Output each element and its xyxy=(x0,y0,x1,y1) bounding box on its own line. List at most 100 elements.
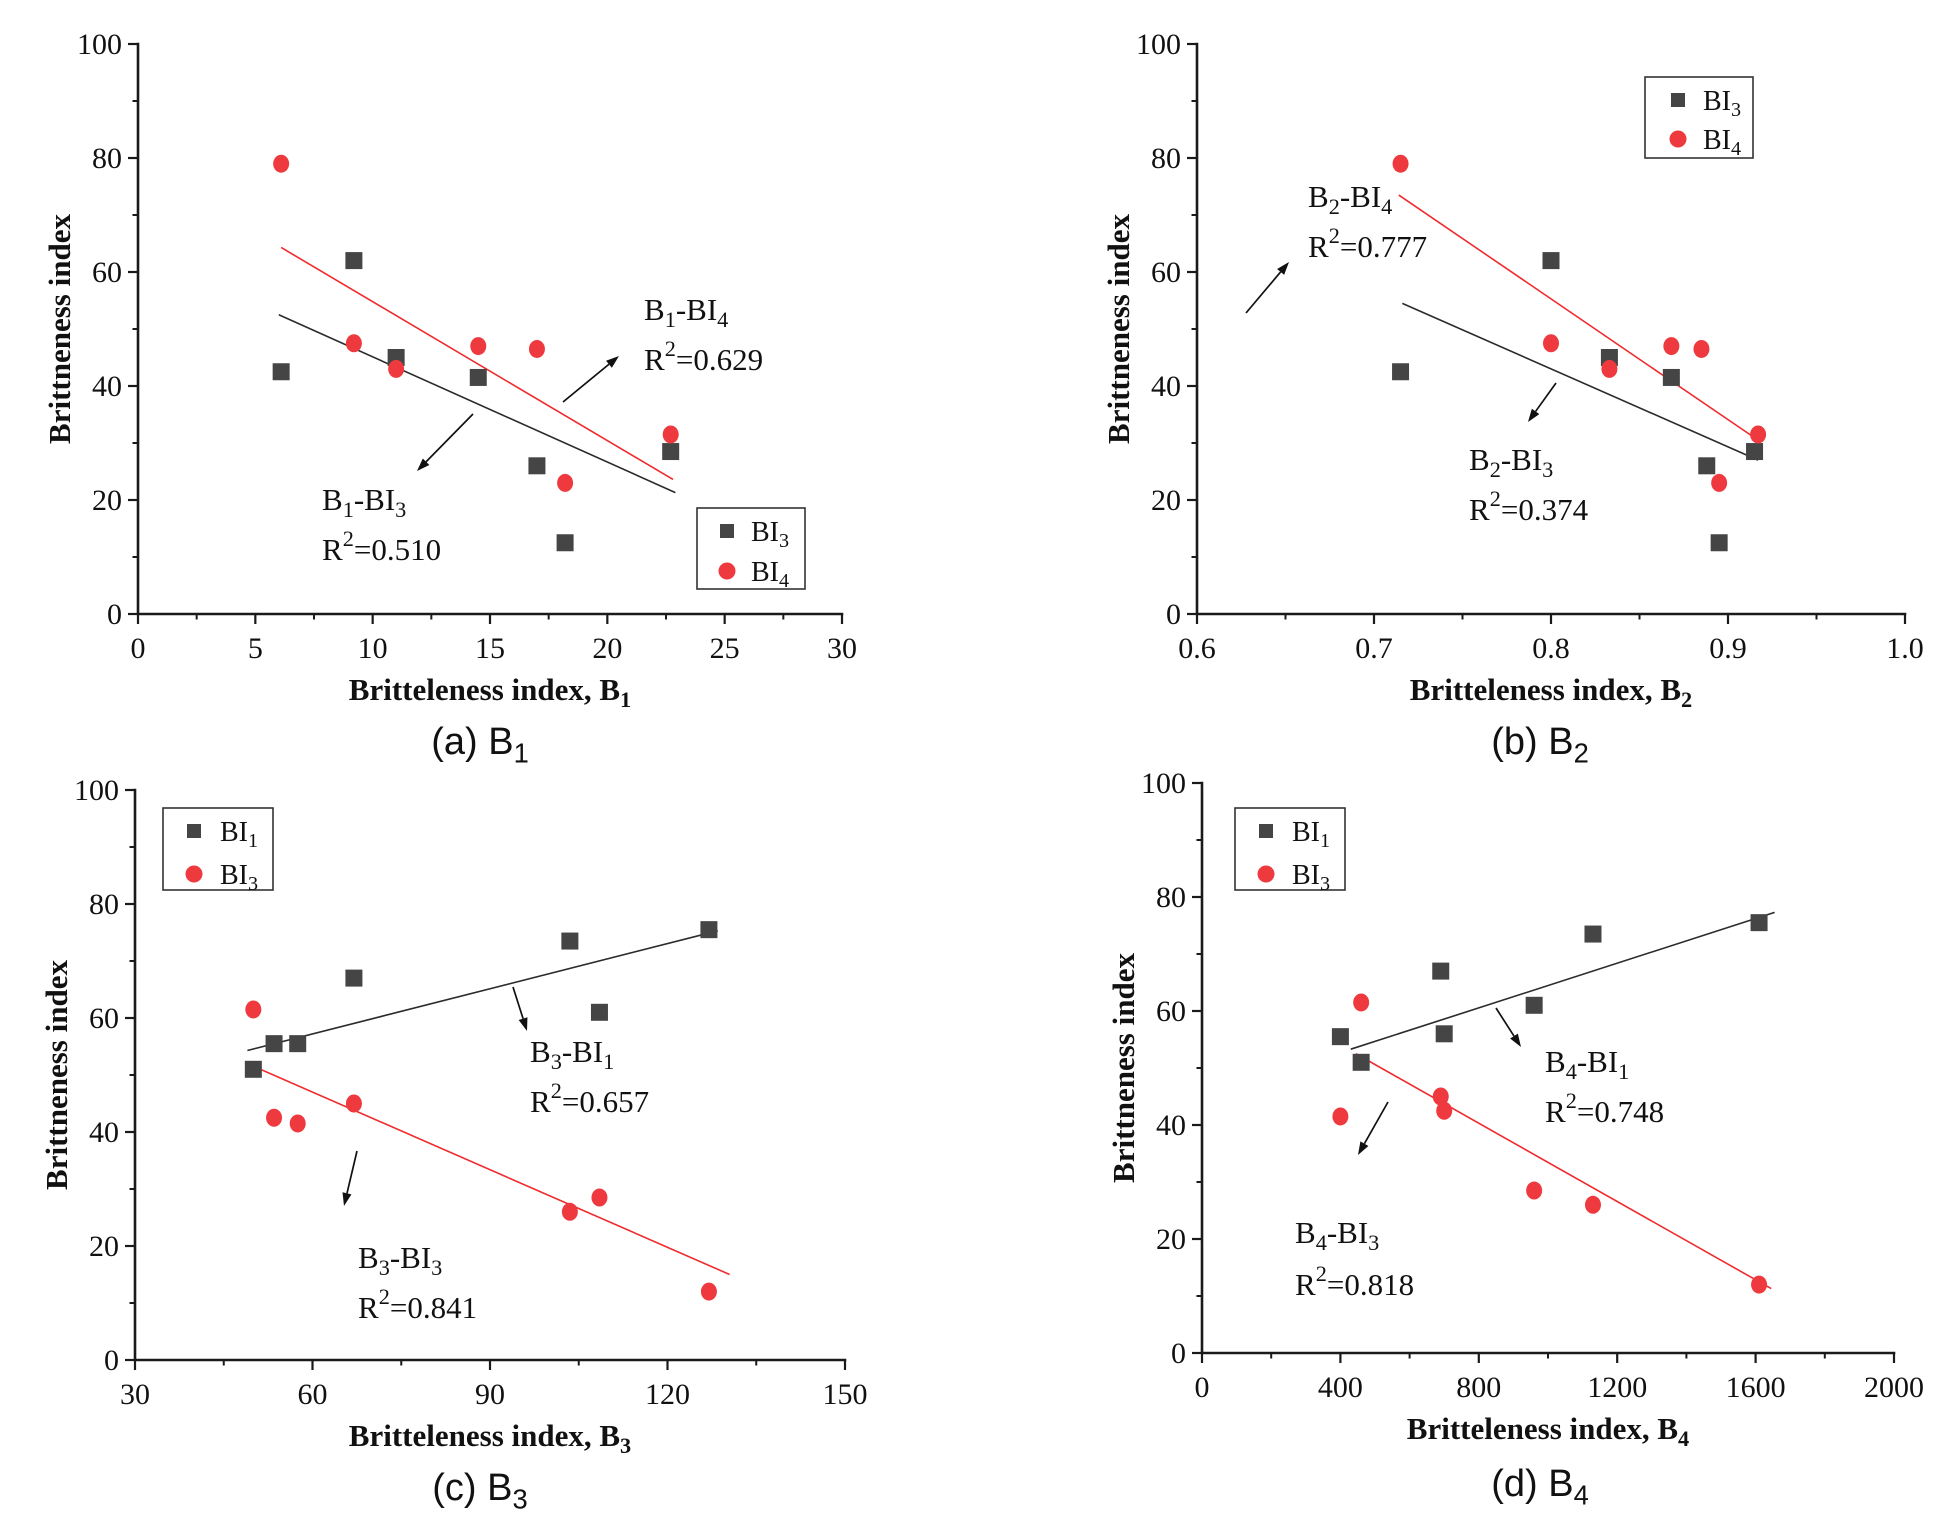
panel-b-BI4-point-4 xyxy=(1693,339,1710,358)
panel-a-annotation-arrow-B1-BI4 xyxy=(562,363,610,403)
panel-c: 30 60 90 120 150 0 20 40 60 80 100 Britteleness ind… xyxy=(39,774,868,1514)
x-axis-title: Britteleness index, B2 xyxy=(1410,672,1692,712)
panel-d-BI1-point-2 xyxy=(1432,962,1450,980)
panel-b-BI4-point-6 xyxy=(1750,425,1767,444)
panel-c-annotation-B3-BI1-r2: R2=0.657 xyxy=(530,1078,649,1119)
y-tick-label: 80 xyxy=(1156,881,1186,914)
x-tick-label: 0.7 xyxy=(1355,632,1393,665)
panel-c-legend-marker-BI3 xyxy=(185,865,203,883)
panel-a-trendline-B1-BI4 xyxy=(280,246,674,481)
x-tick-label: 1600 xyxy=(1726,1371,1786,1404)
panel-a-legend-marker-BI3 xyxy=(720,524,734,538)
y-tick-label: 100 xyxy=(1141,767,1186,800)
y-tick-label: 40 xyxy=(92,370,122,403)
panel-c-legend xyxy=(162,807,274,891)
y-tick-label: 20 xyxy=(89,1230,119,1263)
x-tick-label: 20 xyxy=(592,632,622,665)
panel-a-BI4-point-1 xyxy=(345,334,362,353)
panel-d-legend-marker-BI1 xyxy=(1259,824,1273,838)
y-axis-title: Brittneness index xyxy=(42,214,77,444)
x-tick-label: 30 xyxy=(827,632,857,665)
x-tick-label: 0.9 xyxy=(1709,632,1747,665)
panel-d-legend-label-BI1: BI1 xyxy=(1292,817,1330,852)
panel-b-annotation-B2-BI3-r2: R2=0.374 xyxy=(1469,486,1589,527)
panel-a-legend xyxy=(696,507,806,590)
panel-d-BI1-point-6 xyxy=(1750,914,1768,932)
x-axis-title: Britteleness index, B1 xyxy=(349,672,631,712)
panel-a-BI4-point-0 xyxy=(273,154,290,173)
panel-d-BI1-point-5 xyxy=(1584,925,1602,943)
panel-a-annotation-B1-BI4-r2: R2=0.629 xyxy=(644,336,763,377)
panel-c-annotation-arrow-B3-BI1-head xyxy=(518,1017,528,1031)
panel-d-BI3-point-1 xyxy=(1353,993,1370,1012)
panel-c-BI1-point-3 xyxy=(345,969,363,987)
panel-d-annotation-B4-BI3-r2: R2=0.818 xyxy=(1295,1261,1414,1302)
panel-c-trendline-B3-BI1 xyxy=(247,930,718,1052)
y-axis-title: Brittneness index xyxy=(39,960,74,1190)
panel-a-annotation-arrow-B1-BI3 xyxy=(425,413,474,463)
panel-a-BI3-point-6 xyxy=(662,443,680,461)
panel-c-legend-marker-BI1 xyxy=(187,824,201,838)
panel-c-BI3-point-1 xyxy=(266,1108,283,1127)
x-tick-label: 400 xyxy=(1318,1371,1363,1404)
panel-d-annotation-B4-BI3: B4-BI3 xyxy=(1295,1215,1379,1255)
panel-b-trendline-B2-BI3 xyxy=(1401,302,1759,461)
panel-b-legend-label-BI3: BI3 xyxy=(1703,86,1741,121)
panel-d-BI3-point-5 xyxy=(1584,1195,1601,1214)
panel-b-annotation-arrow-B2-BI4-head xyxy=(1277,262,1289,275)
y-tick-label: 80 xyxy=(92,142,122,175)
panel-c-BI1-point-5 xyxy=(590,1003,608,1021)
panel-a-BI3-point-5 xyxy=(556,534,574,552)
panel-d-BI3-point-4 xyxy=(1526,1181,1543,1200)
panel-a-BI4-point-5 xyxy=(557,473,574,492)
panel-d-BI1-point-4 xyxy=(1525,996,1543,1014)
panel-b-legend xyxy=(1644,76,1754,159)
x-axis-title: Britteleness index, B4 xyxy=(1407,1411,1689,1451)
panel-d-BI1-point-1 xyxy=(1352,1053,1370,1071)
panel-d-trendline-B4-BI1 xyxy=(1350,911,1775,1050)
panel-a-BI4-point-3 xyxy=(470,337,487,356)
panel-a-annotation-arrow-B1-BI4-head xyxy=(606,356,619,368)
x-tick-label: 2000 xyxy=(1864,1371,1924,1404)
panel-a-caption: (a) B1 xyxy=(431,721,529,768)
panel-d-caption: (d) B4 xyxy=(1491,1463,1589,1510)
panel-c-annotation-arrow-B3-BI1 xyxy=(512,986,524,1019)
x-tick-label: 1200 xyxy=(1587,1371,1647,1404)
panel-c-BI3-point-3 xyxy=(345,1094,362,1113)
panel-c-BI3-point-2 xyxy=(289,1114,306,1133)
y-tick-label: 40 xyxy=(1151,370,1181,403)
x-tick-label: 1.0 xyxy=(1886,632,1924,665)
panel-b-caption: (b) B2 xyxy=(1491,721,1589,768)
panel-c-annotation-B3-BI3-r2: R2=0.841 xyxy=(358,1284,477,1325)
y-tick-label: 60 xyxy=(92,256,122,289)
y-tick-label: 0 xyxy=(1171,1337,1186,1370)
panel-b-BI3-point-5 xyxy=(1710,534,1728,552)
panel-d-BI1-point-0 xyxy=(1331,1028,1349,1046)
x-tick-label: 10 xyxy=(358,632,388,665)
y-tick-label: 40 xyxy=(1156,1109,1186,1142)
panel-b-BI4-point-3 xyxy=(1663,337,1680,356)
panel-d-BI3-point-3 xyxy=(1436,1101,1453,1120)
panel-d-trendline-B4-BI3 xyxy=(1355,1053,1772,1290)
y-tick-label: 100 xyxy=(74,774,119,807)
y-tick-label: 60 xyxy=(89,1002,119,1035)
panel-c-trendline-B3-BI3 xyxy=(247,1062,730,1276)
panel-d-legend xyxy=(1234,807,1346,891)
x-tick-label: 30 xyxy=(120,1378,150,1411)
panel-b-BI4-point-1 xyxy=(1543,334,1559,353)
panel-d-legend-label-BI3: BI3 xyxy=(1292,860,1330,895)
panel-a-legend-marker-BI4 xyxy=(718,562,736,580)
x-tick-label: 90 xyxy=(475,1378,505,1411)
panel-b-annotation-arrow-B2-BI3-head xyxy=(1528,408,1540,422)
panel-b: 0.6 0.7 0.8 0.9 1.0 0 20 40 60 80 100 Britteleness … xyxy=(1101,28,1924,768)
panel-c-BI1-point-6 xyxy=(700,921,718,939)
panel-d-BI1-point-3 xyxy=(1435,1025,1453,1043)
panel-c-BI3-point-0 xyxy=(245,1000,262,1019)
panel-d-BI3-point-0 xyxy=(1332,1107,1349,1126)
y-tick-label: 60 xyxy=(1156,995,1186,1028)
y-tick-label: 0 xyxy=(104,1344,119,1377)
panel-d-annotation-arrow-B4-BI3-head xyxy=(1358,1141,1369,1155)
panel-b-BI3-point-3 xyxy=(1662,368,1680,386)
panel-c-annotation-arrow-B3-BI3 xyxy=(346,1150,358,1194)
